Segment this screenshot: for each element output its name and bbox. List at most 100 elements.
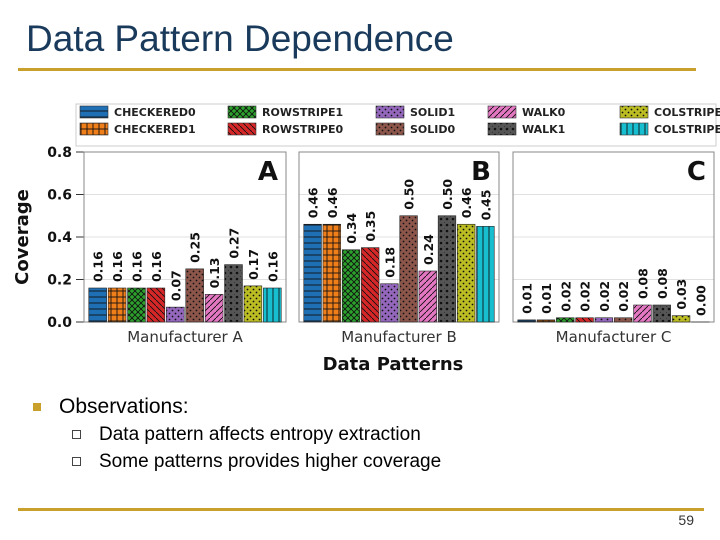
data-label: 0.50 [440, 179, 455, 210]
data-label: 0.24 [421, 234, 436, 265]
page-number: 59 [678, 512, 694, 528]
bars: 0.16 0.16 0.16 0.16 0.07 0.25 0.13 0.27 0.17 0.16… [88, 179, 710, 323]
legend-label-rowstripe0: ROWSTRIPE0 [262, 123, 344, 136]
bar-walk0 [633, 304, 652, 323]
bar-solid1 [594, 317, 614, 323]
legend-swatch-colstripe1 [619, 105, 649, 119]
bar-walk1 [652, 304, 671, 323]
data-label: 0.16 [149, 251, 164, 282]
bar-walk1 [224, 264, 243, 323]
bar-rowstripe1 [556, 317, 575, 323]
bar-solid1 [380, 283, 399, 323]
bar-rowstripe1 [341, 249, 361, 323]
data-label: 0.07 [168, 270, 183, 301]
data-label: 0.16 [110, 251, 125, 282]
bar-checkered1 [107, 287, 127, 323]
bar-colstripe1 [457, 223, 476, 323]
data-label: 0.16 [265, 251, 280, 282]
x-category-label: Manufacturer C [556, 328, 672, 346]
y-tick-label: 0.4 [47, 230, 72, 246]
bar-solid0 [399, 215, 418, 323]
data-label: 0.46 [459, 187, 474, 218]
data-label: 0.03 [674, 279, 689, 310]
data-label: 0.46 [325, 187, 340, 218]
data-label: 0.45 [478, 190, 493, 221]
legend-swatch-solid0 [375, 122, 405, 136]
data-label: 0.16 [91, 251, 106, 282]
hollow-bullet-icon [72, 457, 81, 467]
bar-rowstripe0 [361, 247, 380, 323]
hollow-bullet-icon [72, 430, 81, 440]
legend-label-checkered1: CHECKERED1 [114, 123, 196, 136]
bar-walk1 [437, 215, 457, 323]
data-label: 0.08 [655, 268, 670, 299]
data-label: 0.34 [344, 213, 359, 244]
data-label: 0.02 [597, 281, 612, 312]
bar-solid1 [166, 306, 185, 323]
legend-label-colstripe1: COLSTRIPE1 [654, 106, 720, 119]
panel-letter: A [258, 157, 278, 187]
data-label: 0.01 [539, 283, 554, 314]
bar-solid0 [613, 317, 633, 323]
bar-colstripe1 [671, 315, 691, 323]
legend-swatch-rowstripe0 [227, 122, 257, 136]
data-label: 0.18 [382, 247, 397, 278]
legend-swatch-walk0 [487, 105, 517, 119]
x-category-label: Manufacturer A [127, 328, 243, 346]
panel-frame [298, 151, 500, 323]
bar-walk0 [418, 270, 437, 323]
y-tick-label: 0.0 [47, 315, 72, 331]
observations: Observations: [33, 395, 189, 419]
legend-label-walk0: WALK0 [522, 106, 566, 119]
panel-frame [83, 151, 287, 323]
legend-swatch-colstripe0 [619, 122, 649, 136]
legend-swatch-solid1 [375, 105, 405, 119]
bar-colstripe1 [243, 285, 263, 323]
data-label: 0.17 [246, 249, 261, 280]
observations-heading: Observations: [59, 395, 189, 418]
data-label: 0.27 [227, 228, 242, 259]
bar-checkered0 [517, 319, 536, 323]
legend-label-solid0: SOLID0 [410, 123, 456, 136]
legend-label-solid1: SOLID1 [410, 106, 455, 119]
bar-colstripe0 [476, 226, 495, 323]
bar-rowstripe0 [146, 287, 166, 323]
y-tick-label: 0.6 [47, 188, 72, 204]
data-label: 0.02 [616, 281, 631, 312]
legend-label-checkered0: CHECKERED0 [114, 106, 196, 119]
bar-colstripe0 [263, 287, 282, 323]
bar-solid0 [185, 268, 204, 323]
bar-rowstripe1 [127, 287, 146, 323]
bar-checkered0 [303, 223, 322, 323]
x-category-label: Manufacturer B [341, 328, 457, 346]
bullet-icon [33, 403, 41, 412]
y-tick-label: 0.8 [47, 145, 72, 161]
legend-label-rowstripe1: ROWSTRIPE1 [262, 106, 343, 119]
bar-checkered1 [322, 223, 341, 323]
footer-rule [18, 508, 704, 511]
title-rule [18, 68, 696, 71]
observation-text: Data pattern affects entropy extraction [99, 424, 421, 445]
observation-text: Some patterns provides higher coverage [99, 451, 442, 472]
data-label: 0.02 [558, 281, 573, 312]
legend-swatch-checkered1 [79, 122, 109, 136]
legend: CHECKERED0 CHECKERED1 ROWSTRIPE1 ROWSTRIPE0… [75, 103, 720, 147]
x-axis-label: Data Patterns [323, 354, 464, 375]
coverage-chart: CHECKERED0 CHECKERED1 ROWSTRIPE1 ROWSTRIPE0… [12, 103, 720, 375]
legend-label-walk1: WALK1 [522, 123, 565, 136]
panel-letter: B [471, 157, 491, 187]
data-label: 0.25 [188, 232, 203, 263]
data-label: 0.02 [578, 281, 593, 312]
data-label: 0.08 [635, 268, 650, 299]
panel-letter: C [687, 157, 706, 187]
data-label: 0.50 [402, 179, 417, 210]
bar-walk0 [204, 294, 224, 323]
bar-checkered0 [88, 287, 107, 323]
data-label: 0.13 [207, 258, 222, 289]
bar-rowstripe0 [575, 317, 594, 323]
bar-checkered1 [536, 319, 556, 323]
data-label: 0.01 [520, 283, 535, 314]
data-label: 0.00 [693, 285, 708, 316]
legend-swatch-rowstripe1 [227, 105, 257, 119]
